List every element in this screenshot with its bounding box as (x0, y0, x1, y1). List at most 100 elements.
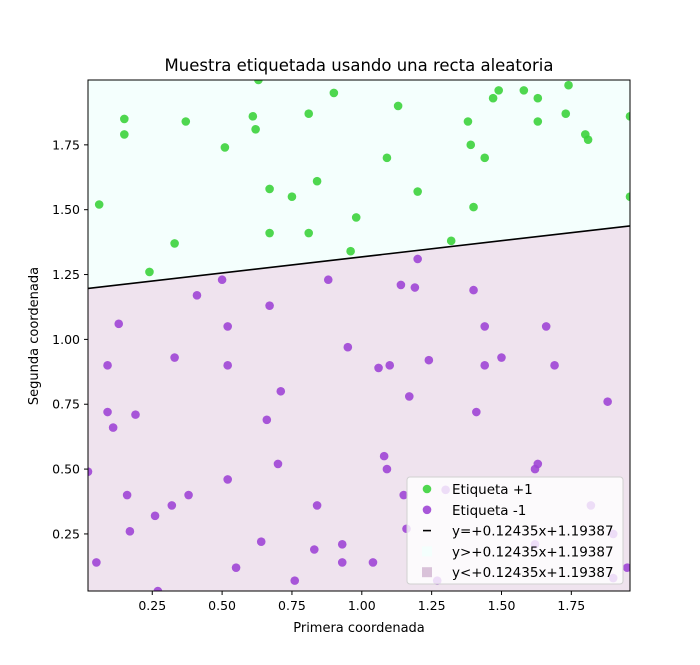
point-label-plus (329, 88, 339, 98)
point-label-minus (170, 353, 179, 362)
x-axis-label: Primera coordenada (293, 621, 425, 636)
point-label-minus (103, 361, 112, 370)
point-label-plus (220, 143, 230, 152)
point-label-minus (343, 342, 353, 352)
point-label-minus (122, 490, 132, 500)
legend-marker (422, 567, 432, 578)
point-label-plus (393, 101, 403, 111)
point-label-minus (379, 451, 389, 461)
y-axis-label: Segunda coordenada (27, 267, 42, 405)
x-tick-label: 1.00 (348, 598, 376, 613)
point-label-plus (265, 228, 274, 238)
point-label-minus (103, 407, 112, 417)
x-tick-label: 1.25 (418, 598, 446, 613)
point-label-plus (469, 202, 478, 212)
x-tick-label: 1.75 (557, 598, 585, 613)
point-label-plus (480, 153, 490, 163)
point-label-plus (94, 200, 104, 209)
decision-line-group (88, 225, 630, 290)
point-label-minus (262, 415, 272, 425)
point-label-minus (114, 319, 124, 329)
point-label-plus (254, 80, 263, 85)
legend: Etiqueta +1 Etiqueta -1 y=+0.12435x+1.1938… (406, 476, 624, 585)
legend-marker (422, 546, 432, 557)
point-label-minus (153, 586, 163, 591)
legend-box (406, 476, 624, 585)
legend-label: Etiqueta -1 (452, 503, 526, 519)
x-tick-label: 1.50 (488, 598, 516, 613)
point-label-minus (131, 410, 140, 419)
point-label-minus (265, 301, 274, 310)
point-label-plus (519, 86, 529, 95)
point-label-minus (396, 280, 406, 290)
legend-label: y=+0.12435x+1.19387 (452, 524, 614, 540)
point-label-plus (145, 267, 154, 277)
point-label-minus (92, 558, 101, 567)
point-label-minus (374, 363, 383, 373)
point-label-minus (385, 361, 395, 370)
point-label-plus (488, 93, 498, 103)
point-label-minus (424, 355, 434, 365)
point-label-plus (446, 236, 456, 246)
point-label-plus (533, 117, 543, 126)
point-label-minus (382, 464, 392, 474)
y-tick-label: 1.25 (52, 267, 80, 282)
point-label-minus (276, 386, 286, 396)
point-label-minus (530, 464, 540, 474)
point-label-minus (192, 290, 202, 300)
point-label-plus (351, 213, 361, 222)
point-label-plus (466, 140, 476, 150)
point-label-minus (309, 545, 319, 554)
x-axis: 0.25 0.50 0.75 1.00 1.25 1.50 1.75 (138, 591, 585, 613)
point-label-plus (382, 153, 392, 163)
point-label-plus (346, 246, 355, 256)
chart-title: Muestra etiquetada usando una recta alea… (165, 56, 554, 75)
point-label-plus (304, 109, 314, 119)
point-label-minus (273, 459, 283, 469)
point-label-minus (223, 322, 232, 331)
point-label-plus (120, 114, 129, 124)
point-label-minus (603, 397, 612, 406)
point-label-minus (88, 467, 93, 476)
point-label-minus (150, 511, 160, 521)
x-tick-label: 0.75 (278, 598, 306, 613)
point-label-plus (120, 130, 129, 139)
y-tick-label: 1.50 (52, 202, 80, 217)
point-label-plus (170, 239, 179, 248)
point-label-minus (472, 407, 481, 417)
legend-label: Etiqueta +1 (452, 482, 533, 498)
point-label-plus (533, 93, 543, 103)
plot-frame (87, 79, 631, 592)
legend-marker (422, 484, 432, 494)
point-label-plus (625, 112, 630, 121)
point-label-plus (181, 117, 191, 126)
point-label-minus (550, 361, 559, 370)
y-tick-label: 1.75 (52, 137, 80, 152)
point-label-minus (337, 540, 347, 549)
point-label-minus (622, 563, 630, 572)
point-label-plus (494, 86, 503, 95)
point-label-minus (312, 501, 322, 510)
point-label-minus (167, 501, 177, 510)
point-label-plus (304, 228, 314, 238)
point-label-minus (404, 392, 414, 401)
point-label-plus (287, 192, 297, 202)
point-label-minus (125, 527, 135, 536)
point-label-minus (541, 322, 551, 331)
legend-marker (422, 505, 432, 515)
point-label-plus (561, 109, 571, 119)
point-label-minus (256, 537, 266, 547)
region-above (88, 80, 630, 289)
point-label-minus (410, 283, 420, 292)
point-label-plus (248, 112, 258, 121)
point-label-minus (480, 322, 490, 331)
x-tick-label: 0.50 (208, 598, 236, 613)
point-label-minus (399, 490, 409, 500)
x-tick-label: 0.25 (138, 598, 166, 613)
point-label-plus (463, 117, 473, 126)
point-label-plus (413, 187, 422, 196)
point-label-minus (231, 563, 241, 572)
point-label-minus (217, 275, 227, 285)
point-label-minus (497, 353, 506, 362)
